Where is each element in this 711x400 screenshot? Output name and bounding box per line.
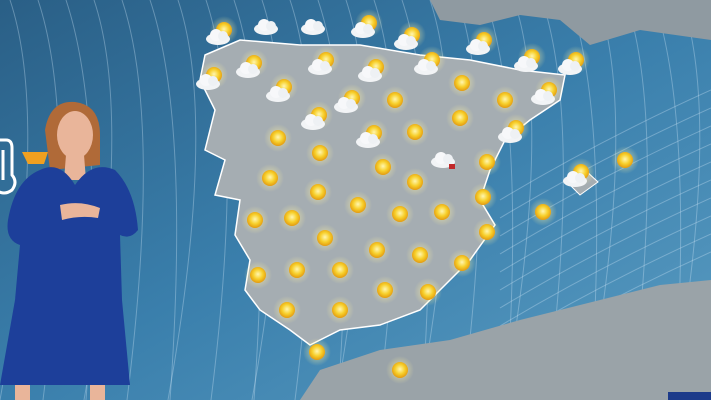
orange-marker — [22, 152, 48, 164]
sun-icon — [344, 191, 372, 219]
sun-cloud-icon — [351, 9, 383, 38]
france-landmass — [430, 0, 711, 45]
cloud-rain-icon — [431, 152, 455, 169]
sun-icon — [386, 200, 414, 228]
sun-cloud-icon — [531, 76, 563, 105]
sun-icon — [304, 178, 332, 206]
sun-icon — [469, 183, 497, 211]
sun-icon — [311, 224, 339, 252]
thermometer-icon — [0, 138, 17, 195]
sun-icon — [414, 278, 442, 306]
sun-cloud-icon — [356, 119, 388, 148]
sun-icon — [448, 249, 476, 277]
sun-icon — [386, 356, 414, 384]
sun-icon — [283, 256, 311, 284]
sun-cloud-icon — [414, 46, 446, 75]
channel-logo-strip — [668, 392, 711, 400]
sun-icon — [241, 206, 269, 234]
sun-cloud-icon — [196, 61, 228, 90]
sun-icon — [256, 164, 284, 192]
sun-cloud-icon — [563, 158, 595, 187]
sun-icon — [446, 104, 474, 132]
sun-icon — [326, 256, 354, 284]
sun-icon — [529, 198, 557, 226]
sun-icon — [406, 241, 434, 269]
sun-icon — [303, 338, 331, 366]
cloud-icon — [301, 19, 325, 35]
sun-icon — [273, 296, 301, 324]
sun-cloud-icon — [334, 84, 366, 113]
sun-cloud-icon — [236, 49, 268, 78]
sun-cloud-icon — [394, 21, 426, 50]
sun-icon — [326, 296, 354, 324]
sun-cloud-icon — [301, 101, 333, 130]
sun-icon — [448, 69, 476, 97]
sun-cloud-icon — [206, 16, 238, 45]
sun-icon — [278, 204, 306, 232]
sun-cloud-icon — [466, 26, 498, 55]
sun-icon — [363, 236, 391, 264]
sun-icon — [473, 148, 501, 176]
sun-icon — [401, 118, 429, 146]
sun-cloud-icon — [514, 43, 546, 72]
sun-cloud-icon — [558, 46, 590, 75]
sun-icon — [264, 124, 292, 152]
sun-icon — [401, 168, 429, 196]
sun-cloud-icon — [498, 114, 530, 143]
sun-cloud-icon — [266, 73, 298, 102]
sun-icon — [381, 86, 409, 114]
sun-icon — [369, 153, 397, 181]
sun-icon — [611, 146, 639, 174]
sun-icon — [371, 276, 399, 304]
sun-icon — [306, 139, 334, 167]
cloud-icon — [254, 19, 278, 35]
sun-icon — [244, 261, 272, 289]
sun-icon — [428, 198, 456, 226]
sun-cloud-icon — [308, 46, 340, 75]
sun-cloud-icon — [358, 53, 390, 82]
weather-icons — [196, 9, 639, 384]
sun-icon — [473, 218, 501, 246]
sun-icon — [491, 86, 519, 114]
presenter — [0, 101, 138, 400]
